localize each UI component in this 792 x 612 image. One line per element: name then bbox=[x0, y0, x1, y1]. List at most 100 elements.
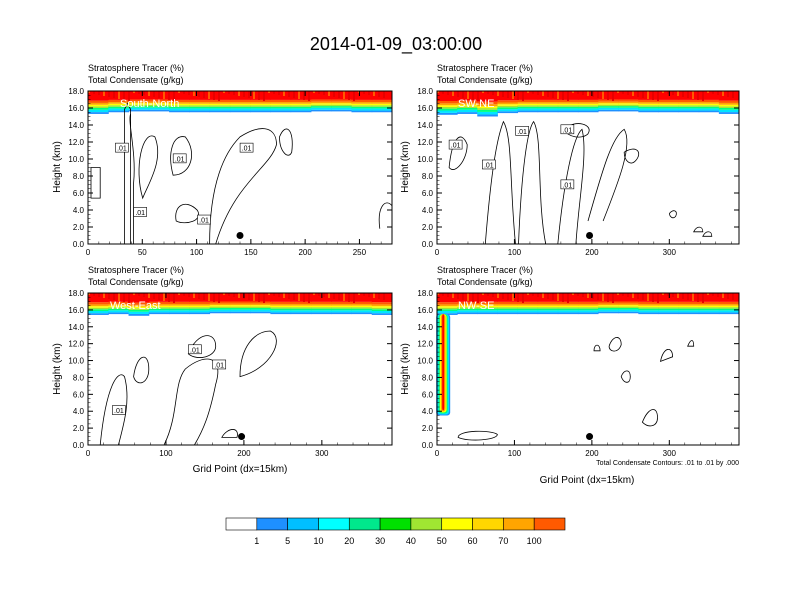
tracer-band-cell bbox=[371, 311, 393, 314]
tracer-band-cell bbox=[477, 303, 498, 306]
tracer-streak bbox=[238, 91, 240, 96]
tracer-streak bbox=[123, 293, 125, 302]
tracer-band-cell bbox=[437, 302, 458, 305]
tracer-streak bbox=[348, 293, 350, 302]
tracer-band-cell bbox=[270, 108, 292, 111]
tracer-streak bbox=[617, 91, 619, 93]
tracer-streak bbox=[637, 293, 639, 299]
tracer-band-cell bbox=[331, 307, 352, 309]
tracer-band-cell bbox=[718, 305, 740, 308]
tracer-streak bbox=[552, 91, 554, 98]
tracer-band-cell bbox=[108, 106, 130, 109]
tracer-band-cell bbox=[437, 293, 458, 303]
tracer-band-cell bbox=[351, 106, 373, 109]
tracer-streak bbox=[472, 91, 474, 100]
tracer-band-cell bbox=[477, 114, 498, 117]
panel-label: NW-SE bbox=[458, 300, 494, 312]
tracer-band-cell bbox=[371, 91, 393, 100]
tracer-band-cell bbox=[557, 106, 579, 109]
tracer-band-cell bbox=[371, 102, 393, 104]
contour-label-box bbox=[239, 142, 254, 153]
tracer-band-cell bbox=[88, 313, 109, 315]
panel-subtitle-tracer: Stratosphere Tracer (%) bbox=[88, 265, 184, 275]
colorbar-label: 40 bbox=[406, 536, 416, 546]
tracer-band-cell bbox=[658, 99, 680, 103]
x-tick-label: 200 bbox=[585, 449, 599, 458]
tracer-streak bbox=[672, 293, 674, 297]
contour-label: .01 bbox=[214, 362, 224, 369]
tracer-streak bbox=[343, 293, 345, 301]
x-tick-label: 100 bbox=[508, 248, 522, 257]
tracer-band-cell bbox=[678, 108, 700, 111]
tracer-band-cell bbox=[371, 313, 393, 315]
tracer-streak bbox=[497, 91, 499, 96]
contour-label-box bbox=[515, 126, 529, 136]
y-tick-label: 2.0 bbox=[422, 223, 434, 232]
tracer-band-cell bbox=[658, 307, 680, 309]
tracer-band-cell bbox=[229, 293, 251, 302]
y-tick-label: 16.0 bbox=[417, 104, 433, 113]
condensate-contour bbox=[99, 374, 128, 446]
tracer-streak bbox=[223, 293, 225, 295]
colorbar-swatch bbox=[287, 517, 319, 531]
tracer-streak bbox=[512, 293, 514, 301]
tracer-band-cell bbox=[577, 106, 599, 109]
tracer-band-cell bbox=[270, 293, 292, 302]
tracer-band-cell bbox=[618, 101, 639, 104]
tracer-band-cell bbox=[148, 305, 170, 308]
tracer-band-cell bbox=[331, 303, 352, 306]
tracer-band-cell bbox=[148, 103, 170, 105]
tracer-streak bbox=[667, 293, 669, 296]
tracer-band-cell bbox=[618, 104, 639, 107]
tracer-streak bbox=[98, 293, 100, 297]
tracer-band-cell bbox=[577, 305, 599, 308]
tracer-band-cell bbox=[477, 301, 498, 304]
tracer-streak bbox=[712, 293, 714, 296]
tracer-band-cell bbox=[577, 99, 599, 103]
tracer-streak bbox=[363, 293, 365, 296]
location-marker bbox=[238, 433, 246, 441]
tracer-band-cell bbox=[331, 301, 352, 304]
tracer-band-cell bbox=[557, 307, 579, 309]
tracer-streak bbox=[158, 91, 160, 98]
tracer-streak bbox=[697, 91, 699, 100]
tracer-streak bbox=[283, 293, 285, 298]
y-tick-label: 12.0 bbox=[68, 138, 84, 147]
tracer-band-cell bbox=[497, 109, 519, 112]
tracer-band-cell bbox=[310, 305, 332, 308]
tracer-band-cell bbox=[437, 309, 458, 312]
x-tick-label: 100 bbox=[159, 449, 173, 458]
tracer-streak bbox=[93, 91, 95, 94]
tracer-band-cell bbox=[88, 311, 109, 314]
tracer-band-cell bbox=[148, 310, 170, 313]
condensate-contour bbox=[593, 344, 601, 352]
tracer-band-cell bbox=[718, 104, 740, 107]
condensate-contour bbox=[187, 335, 217, 358]
tracer-streak bbox=[103, 91, 105, 96]
y-tick-label: 6.0 bbox=[422, 189, 434, 198]
tracer-band-cell bbox=[88, 302, 109, 305]
tracer-band-cell bbox=[189, 308, 211, 311]
x-tick-label: 100 bbox=[508, 449, 522, 458]
tracer-band-cell bbox=[517, 110, 539, 113]
tracer-streak bbox=[308, 293, 310, 303]
tracer-band-cell bbox=[250, 105, 271, 107]
tracer-band-cell bbox=[497, 303, 519, 306]
tracer-band-cell bbox=[598, 305, 619, 307]
tracer-band-cell bbox=[270, 102, 292, 104]
tracer-band-cell bbox=[351, 91, 373, 100]
tracer-streak bbox=[228, 91, 230, 94]
tracer-band-cell bbox=[457, 109, 478, 113]
tracer-band-cell bbox=[678, 310, 700, 313]
tracer-band-cell bbox=[169, 106, 190, 109]
tracer-band-cell bbox=[331, 308, 352, 311]
tracer-band-cell bbox=[108, 108, 130, 111]
condensate-contour bbox=[129, 113, 135, 244]
tracer-band-cell bbox=[169, 312, 190, 315]
tracer-band-cell bbox=[250, 301, 271, 304]
tracer-band-cell bbox=[108, 312, 130, 315]
tracer-streak bbox=[338, 293, 340, 300]
tracer-band-cell bbox=[229, 305, 251, 307]
tracer-band-cell bbox=[457, 106, 478, 108]
tracer-band-cell bbox=[457, 100, 478, 103]
